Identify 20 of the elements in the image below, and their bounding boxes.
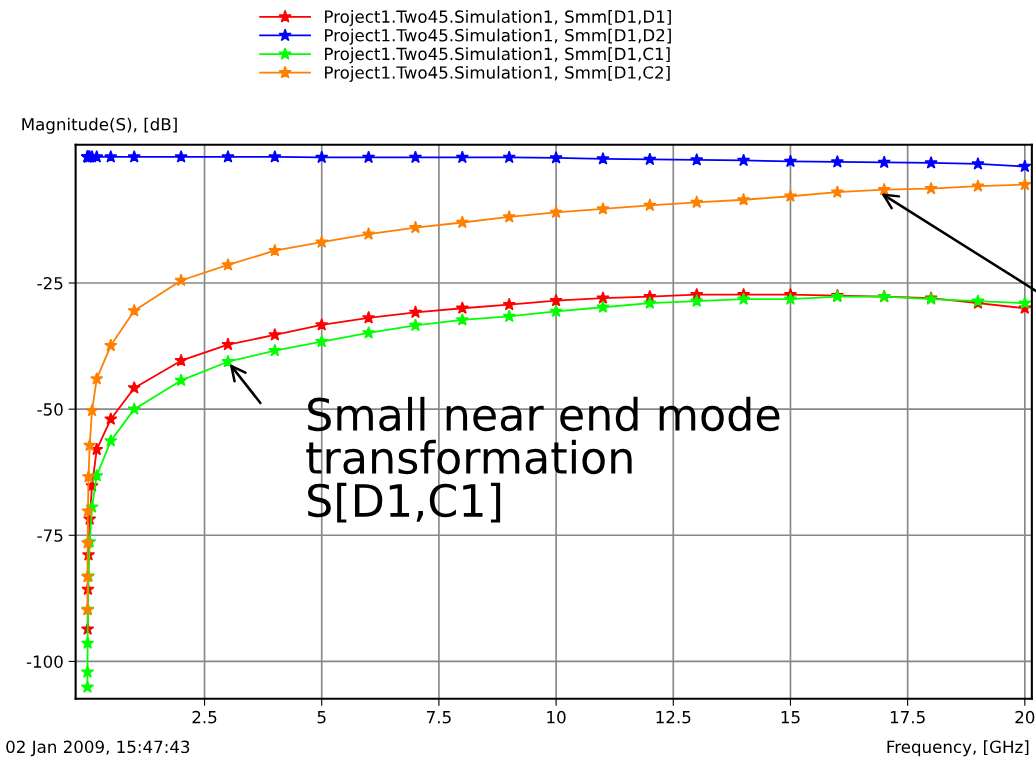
y-tick-label: -50 [37, 403, 63, 416]
legend-label: Project1.Two45.Simulation1, Smm[D1,D1] [325, 10, 671, 27]
y-axis-title: Magnitude(S), [dB] [22, 117, 177, 134]
x-tick-label: 2.5 [192, 710, 217, 724]
legend-label: Project1.Two45.Simulation1, Smm[D1,D2] [325, 28, 671, 45]
legend-label: Project1.Two45.Simulation1, Smm[D1,C2] [325, 65, 670, 83]
x-tick-label: 5 [317, 711, 326, 724]
y-tick-label: -100 [26, 655, 63, 668]
y-tick-label: -25 [37, 276, 63, 290]
x-tick-label: 20 [1015, 710, 1035, 724]
y-tick-label: -75 [37, 529, 63, 542]
x-axis-title: Frequency, [GHz] [887, 740, 1029, 757]
text: 02 Jan 2009, 15:47:43 [6, 740, 190, 757]
x-tick-label: 15 [781, 711, 800, 724]
x-tick-label: 12.5 [656, 710, 691, 724]
x-tick-label: 17.5 [890, 711, 925, 724]
legend-label: Project1.Two45.Simulation1, Smm[D1,C1] [325, 47, 670, 64]
annotation: Small near end mode transformation S[D1,C1] [306, 396, 780, 523]
x-tick-label: 10 [547, 710, 566, 724]
x-tick-label: 7.5 [427, 711, 451, 724]
